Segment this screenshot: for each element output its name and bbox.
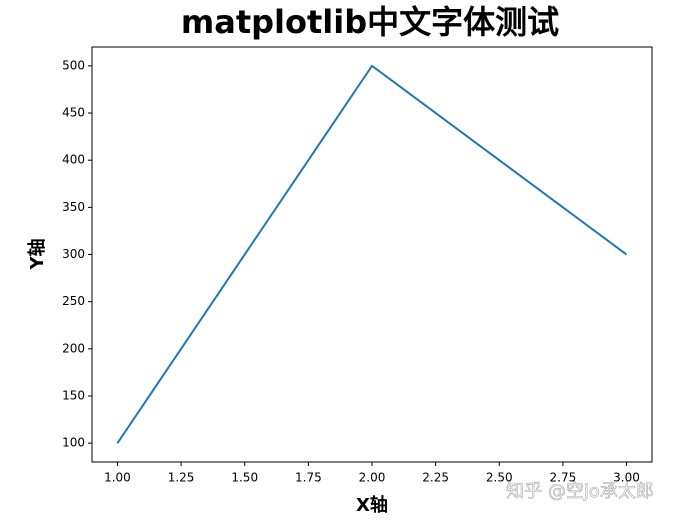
plot-frame bbox=[91, 46, 653, 463]
x-tick-label: 1.00 bbox=[104, 471, 131, 485]
y-tick-label: 500 bbox=[62, 58, 85, 72]
x-tick-label: 1.25 bbox=[168, 471, 195, 485]
x-tick-label: 1.50 bbox=[231, 471, 258, 485]
x-axis-label: X轴 bbox=[356, 494, 388, 516]
y-tick-label: 450 bbox=[62, 106, 85, 120]
y-tick-label: 350 bbox=[62, 200, 85, 214]
x-tick-label: 1.75 bbox=[295, 471, 322, 485]
x-tick-label: 3.00 bbox=[613, 471, 640, 485]
x-tick-label: 2.25 bbox=[422, 471, 449, 485]
x-tick-label: 2.00 bbox=[359, 471, 386, 485]
y-tick-label: 250 bbox=[62, 294, 85, 308]
chart-title: matplotlib中文字体测试 bbox=[181, 3, 559, 41]
data-line bbox=[116, 64, 628, 444]
x-tick-label: 2.50 bbox=[486, 471, 513, 485]
y-tick-label: 100 bbox=[62, 436, 85, 450]
y-tick-label: 400 bbox=[62, 153, 85, 167]
y-axis-label: Y轴 bbox=[26, 238, 48, 270]
x-tick-label: 2.75 bbox=[550, 471, 577, 485]
y-tick-label: 150 bbox=[62, 388, 85, 402]
y-tick-label: 300 bbox=[62, 247, 85, 261]
y-tick-label: 200 bbox=[62, 341, 85, 355]
watermark: 知乎 @空jo承太郎 bbox=[506, 481, 654, 502]
